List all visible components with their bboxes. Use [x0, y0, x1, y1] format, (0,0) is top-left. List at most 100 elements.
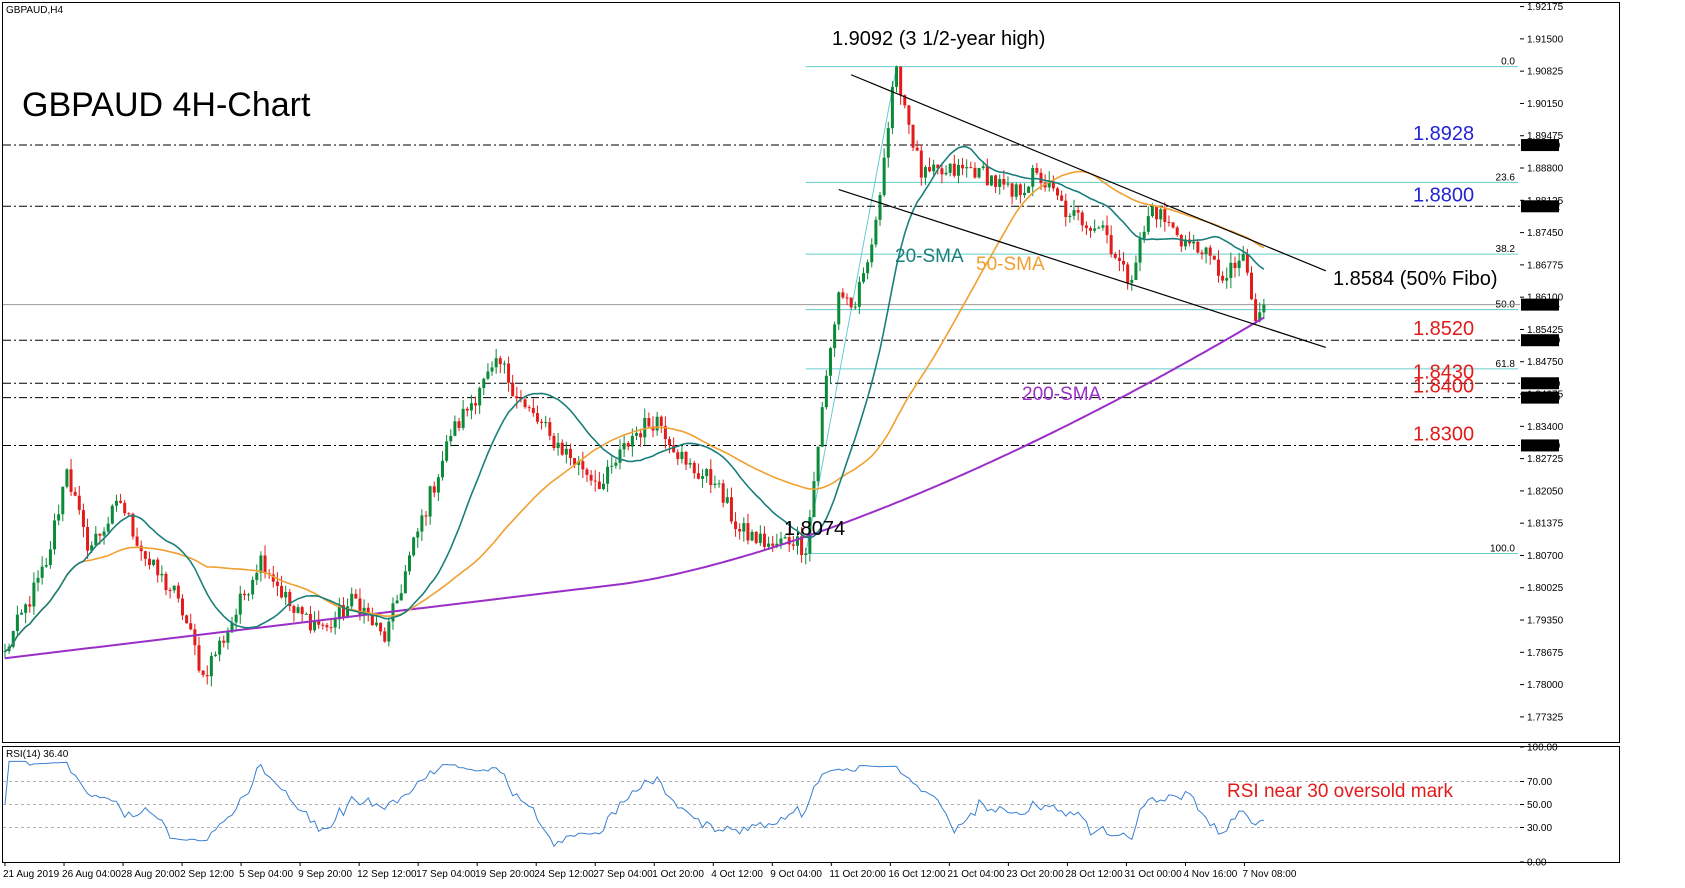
main-pane-frame: [2, 2, 1620, 743]
candle: [1229, 252, 1233, 289]
candle-body: [494, 358, 498, 368]
candle-body: [1204, 247, 1208, 255]
price-tag-box: [1521, 298, 1559, 311]
candle: [420, 509, 424, 541]
candle: [24, 603, 28, 624]
candle-body: [86, 527, 90, 551]
candle: [1031, 164, 1035, 197]
candle-body: [659, 416, 663, 426]
candle: [131, 512, 135, 540]
candle: [81, 503, 85, 538]
candle: [296, 604, 300, 614]
candle-body: [1138, 238, 1142, 263]
candle: [424, 511, 428, 526]
candle-body: [1113, 253, 1117, 258]
candle: [502, 360, 506, 374]
candle-body: [156, 559, 160, 576]
candle-body: [828, 348, 832, 376]
candle: [668, 436, 672, 454]
candle-body: [1134, 262, 1138, 280]
high-annotation: 1.9092 (3 1/2-year high): [832, 28, 1045, 50]
candle-body: [1035, 167, 1039, 173]
candle: [895, 65, 899, 93]
candle-body: [729, 497, 733, 522]
candle-body: [1097, 227, 1101, 229]
candle-body: [32, 582, 36, 607]
candle-body: [36, 577, 40, 583]
candle-body: [1233, 262, 1237, 269]
candle: [849, 297, 853, 310]
candle-body: [445, 441, 449, 461]
level-label: 1.8300: [1413, 423, 1474, 445]
candle: [1196, 239, 1200, 254]
time-tick-label: 28 Oct 12:00: [1065, 869, 1123, 880]
price-tick-label: 1.82050: [1527, 486, 1564, 497]
candle: [692, 460, 696, 479]
candle: [742, 517, 746, 542]
candle-body: [515, 396, 519, 399]
candle: [787, 526, 791, 552]
candle-body: [1237, 260, 1241, 269]
candle-body: [672, 445, 676, 453]
candle-body: [341, 605, 345, 618]
candle: [445, 434, 449, 463]
rsi-tick-label: 100.00: [1527, 743, 1558, 754]
candle-body: [98, 533, 102, 536]
candle-body: [399, 593, 403, 601]
candle-body: [816, 446, 820, 482]
candle: [251, 576, 255, 600]
candle: [672, 437, 676, 453]
candle-body: [610, 465, 614, 467]
candle: [643, 408, 647, 446]
candle-body: [1258, 312, 1262, 322]
candle: [564, 441, 568, 464]
price-tick-label: 1.80700: [1527, 551, 1564, 562]
candle-body: [1249, 272, 1253, 300]
candle: [280, 575, 284, 599]
candle-body: [53, 520, 57, 550]
candle: [1237, 252, 1241, 277]
rsi-tick-label: 0.00: [1527, 858, 1547, 869]
candle: [412, 536, 416, 557]
price-tag-text: 1.84300: [1524, 379, 1561, 390]
candle: [1084, 221, 1088, 235]
candle: [110, 504, 114, 525]
candle: [449, 429, 453, 447]
candle: [701, 468, 705, 488]
candle-body: [28, 604, 32, 607]
candle-body: [1018, 184, 1022, 196]
candle: [630, 428, 634, 457]
candle: [139, 540, 143, 561]
candle-body: [907, 105, 911, 125]
candle-body: [110, 505, 114, 524]
price-tick-label: 1.77325: [1527, 712, 1564, 723]
candle-body: [544, 422, 548, 424]
candle-body: [284, 591, 288, 598]
candle-body: [1254, 299, 1258, 322]
candle: [540, 418, 544, 430]
candle: [1233, 256, 1237, 278]
candle-body: [1014, 184, 1018, 197]
candle-body: [222, 640, 226, 643]
candle: [767, 536, 771, 550]
candle: [961, 157, 965, 176]
candle: [597, 471, 601, 490]
candle-body: [680, 451, 684, 460]
sma20-line: [4, 145, 1265, 652]
candle-body: [1150, 206, 1154, 217]
candle-body: [940, 168, 944, 175]
candle-body: [1171, 222, 1175, 228]
candle-body: [465, 408, 469, 411]
candle-body: [238, 593, 242, 615]
candle-body: [333, 619, 337, 628]
candle: [135, 527, 139, 547]
fib-label: 61.8: [1496, 359, 1516, 370]
candle-body: [114, 500, 118, 506]
candle-body: [346, 606, 350, 618]
candle-body: [705, 469, 709, 477]
time-tick-label: 16 Oct 12:00: [888, 869, 946, 880]
price-tag-box: [1521, 200, 1559, 213]
candle: [160, 565, 164, 583]
candle-body: [833, 324, 837, 349]
candle: [635, 426, 638, 441]
